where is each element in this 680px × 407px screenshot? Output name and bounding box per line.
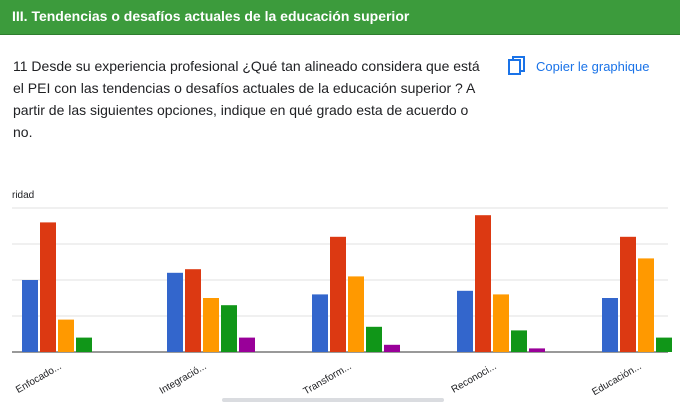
- section-title: III. Tendencias o desafíos actuales de l…: [12, 8, 410, 24]
- x-tick-label: Transform...: [302, 361, 354, 397]
- x-tick-label: Reconoci...: [450, 361, 499, 396]
- copy-chart-button[interactable]: Copier le graphique: [508, 54, 649, 78]
- bar[interactable]: [203, 298, 219, 352]
- bar[interactable]: [457, 290, 473, 352]
- horizontal-scrollbar[interactable]: [222, 398, 444, 402]
- copy-chart-label: Copier le graphique: [536, 58, 650, 74]
- bar[interactable]: [221, 305, 237, 352]
- bar[interactable]: [475, 215, 491, 352]
- bar[interactable]: [529, 348, 545, 352]
- x-tick-label: Enfocado...: [14, 361, 63, 396]
- bar-chart: ridad Enfocado... Integració... Transform..…: [0, 180, 680, 402]
- x-tick-label: Educación...: [590, 361, 643, 398]
- bar[interactable]: [167, 272, 183, 352]
- bar[interactable]: [384, 344, 400, 352]
- bar[interactable]: [602, 298, 618, 352]
- bar[interactable]: [638, 258, 654, 352]
- copy-icon: [508, 56, 526, 76]
- bar[interactable]: [330, 236, 346, 352]
- bar[interactable]: [312, 294, 328, 352]
- bar[interactable]: [511, 330, 527, 352]
- bar[interactable]: [366, 326, 382, 352]
- bar[interactable]: [22, 280, 38, 352]
- bar[interactable]: [493, 294, 509, 352]
- chart-svg: ridad Enfocado... Integració... Transform..…: [12, 190, 672, 398]
- bar[interactable]: [58, 319, 74, 352]
- bar[interactable]: [239, 337, 255, 352]
- bar[interactable]: [76, 337, 92, 352]
- question-text: 11 Desde su experiencia profesional ¿Qué…: [13, 58, 480, 140]
- bar[interactable]: [348, 276, 364, 352]
- bar[interactable]: [185, 269, 201, 352]
- bar[interactable]: [40, 222, 56, 352]
- section-header: III. Tendencias o desafíos actuales de l…: [0, 0, 680, 35]
- bar[interactable]: [656, 337, 672, 352]
- y-axis-label: ridad: [12, 190, 34, 201]
- x-tick-label: Integració...: [158, 361, 209, 397]
- bar[interactable]: [620, 236, 636, 352]
